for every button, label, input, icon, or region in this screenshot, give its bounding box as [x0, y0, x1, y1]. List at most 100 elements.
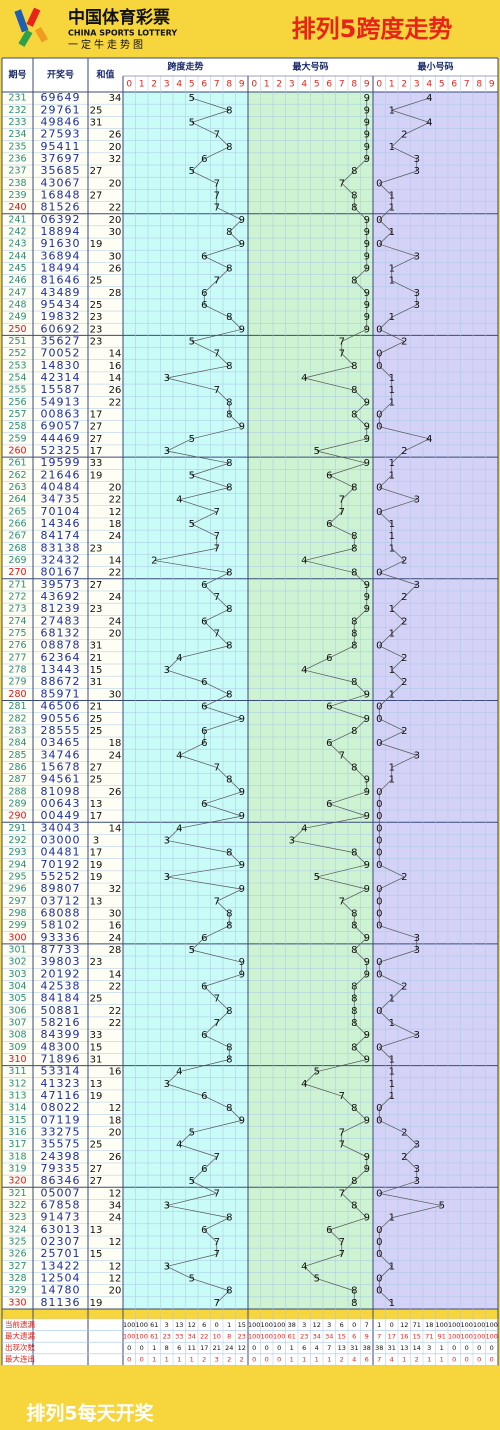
issue-number: 328	[8, 1273, 26, 1284]
issue-number: 322	[8, 1200, 26, 1211]
sum-value: 28	[109, 945, 122, 956]
trend-digit: 9	[364, 434, 370, 445]
issue-number: 323	[8, 1212, 26, 1223]
trend-digit: 8	[226, 568, 232, 579]
draw-number: 52325	[41, 444, 81, 457]
trend-digit: 6	[201, 580, 207, 591]
draw-number: 28555	[41, 724, 81, 737]
trend-digit: 8	[351, 981, 357, 992]
stats-value: 1	[377, 1321, 381, 1329]
trend-line	[354, 572, 367, 586]
sum-value: 3	[93, 835, 99, 846]
trend-line	[404, 1144, 417, 1158]
trend-digit: 2	[401, 981, 407, 992]
trend-digit: 8	[226, 105, 232, 116]
trend-line	[166, 657, 180, 671]
draw-number: 35685	[41, 164, 81, 177]
issue-number: 295	[8, 871, 26, 882]
digit-header: 5	[314, 80, 320, 90]
draw-number: 55252	[41, 870, 81, 883]
issue-number: 241	[8, 214, 26, 225]
stats-value: 0	[252, 1344, 256, 1352]
draw-number: 14780	[41, 1284, 81, 1297]
trend-line	[191, 97, 230, 111]
trend-line	[391, 669, 405, 683]
draw-number: 54913	[41, 395, 81, 408]
draw-number: 39803	[41, 955, 81, 968]
draw-number: 90556	[41, 712, 81, 725]
trend-line	[404, 1132, 417, 1145]
draw-number: 81526	[41, 201, 81, 214]
sum-value: 18	[109, 519, 122, 530]
trend-line	[341, 1095, 355, 1109]
sum-value: 22	[109, 1006, 122, 1017]
stats-value: 14	[413, 1344, 421, 1352]
trend-digit: 4	[301, 665, 307, 676]
trend-digit: 4	[301, 373, 307, 384]
draw-number: 20192	[41, 967, 81, 980]
column-header: 最大号码	[292, 61, 328, 73]
stats-value: 6	[365, 1356, 369, 1364]
trend-digit: 6	[201, 1164, 207, 1175]
stats-value: 61	[150, 1321, 158, 1329]
draw-number: 18494	[41, 261, 81, 274]
trend-digit: 3	[164, 1261, 170, 1272]
trend-line	[354, 767, 367, 780]
sum-value: 19	[90, 470, 103, 481]
trend-digit: 1	[389, 604, 395, 615]
trend-line	[216, 268, 230, 281]
trend-line	[191, 937, 205, 951]
trend-digit: 9	[364, 263, 370, 274]
draw-number: 04481	[41, 846, 81, 859]
trend-line	[191, 170, 217, 184]
trend-digit: 7	[214, 762, 220, 773]
trend-digit: 6	[201, 702, 207, 713]
draw-number: 69649	[41, 91, 81, 104]
page-title: 排列5跨度走势	[292, 15, 453, 43]
draw-number: 35575	[41, 1138, 81, 1151]
issue-number: 311	[8, 1066, 26, 1077]
trend-line	[229, 219, 242, 233]
issue-number: 271	[8, 579, 26, 590]
draw-number: 50881	[41, 1004, 81, 1017]
trend-digit: 3	[414, 945, 420, 956]
issue-number: 235	[8, 141, 26, 152]
trend-digit: 3	[414, 750, 420, 761]
issue-number: 275	[8, 628, 26, 639]
trend-digit: 3	[414, 580, 420, 591]
issue-number: 274	[8, 616, 26, 627]
trend-digit: 0	[376, 1103, 382, 1114]
trend-digit: 6	[201, 677, 207, 688]
trend-digit: 6	[201, 251, 207, 262]
draw-number: 58102	[41, 919, 81, 932]
stats-value: 2	[415, 1356, 419, 1364]
stats-value: 100	[136, 1332, 148, 1340]
issue-number: 239	[8, 190, 26, 201]
trend-line	[316, 864, 367, 878]
stats-value: 3	[302, 1321, 306, 1329]
stats-value: 0	[265, 1344, 269, 1352]
trend-line	[391, 1205, 442, 1219]
stats-value: 0	[452, 1344, 456, 1352]
stats-value: 1	[290, 1344, 294, 1352]
trend-line	[354, 207, 367, 221]
trend-line	[229, 1107, 242, 1121]
stats-value: 61	[150, 1332, 158, 1340]
digit-header: 0	[126, 80, 132, 90]
trend-digit: 6	[326, 799, 332, 810]
trend-line	[404, 122, 430, 135]
sum-value: 31	[90, 677, 103, 688]
trend-digit: 8	[226, 312, 232, 323]
logo-bar	[34, 26, 48, 43]
stats-label: 出现次数	[5, 1342, 35, 1352]
stats-value: 6	[352, 1332, 356, 1340]
draw-number: 08022	[41, 1101, 81, 1114]
stats-value: 100	[248, 1321, 260, 1329]
sum-value: 34	[109, 93, 122, 104]
sum-value: 16	[109, 921, 122, 932]
trend-digit: 7	[214, 507, 220, 518]
sum-value: 17	[90, 848, 103, 859]
draw-number: 34746	[41, 748, 81, 761]
sum-value: 25	[90, 1140, 103, 1151]
trend-line	[391, 450, 405, 464]
